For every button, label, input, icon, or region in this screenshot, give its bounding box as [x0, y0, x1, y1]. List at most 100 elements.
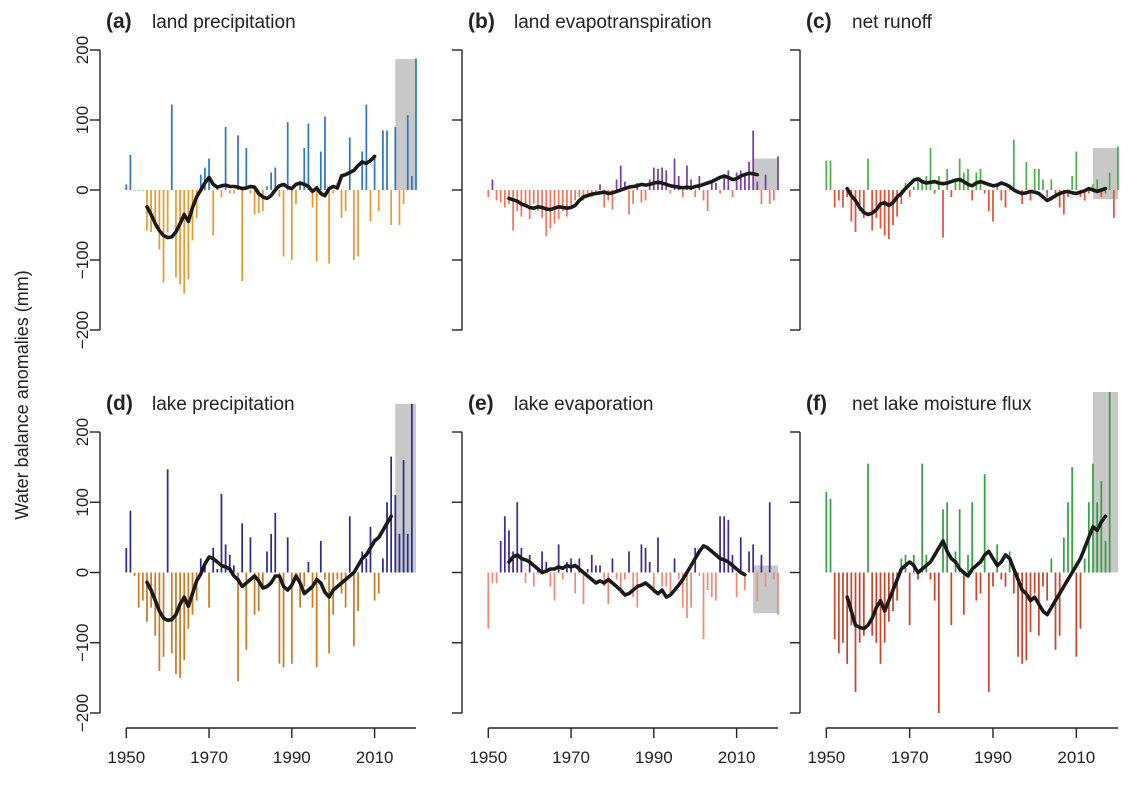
bar: [187, 190, 190, 280]
panel-letter: (b): [468, 10, 495, 33]
bar: [183, 572, 186, 661]
bar: [495, 572, 498, 584]
bar: [549, 572, 552, 587]
bar: [1054, 572, 1057, 650]
bar: [586, 568, 589, 573]
bar: [908, 572, 911, 626]
bar: [253, 572, 256, 615]
bar: [241, 523, 244, 573]
bar: [929, 572, 932, 580]
bar: [512, 190, 514, 231]
bar: [532, 572, 535, 587]
bar: [748, 162, 750, 190]
bar: [286, 122, 289, 190]
bar: [719, 190, 721, 194]
bar: [582, 572, 585, 605]
bar: [166, 469, 169, 573]
bar: [867, 463, 869, 573]
bar: [731, 190, 734, 197]
bar: [311, 190, 314, 208]
x-tick-label: 1970: [190, 748, 228, 767]
bar: [1071, 176, 1074, 190]
bar: [512, 551, 514, 573]
bar: [744, 572, 746, 591]
bar: [487, 572, 490, 629]
bar: [537, 190, 539, 211]
bar: [1100, 481, 1103, 573]
bar: [208, 572, 210, 608]
bar: [772, 572, 775, 580]
bar: [673, 558, 676, 573]
bar: [1096, 502, 1099, 573]
bar: [661, 572, 663, 587]
bar: [710, 183, 713, 190]
bar: [933, 572, 936, 601]
bar: [212, 190, 215, 236]
bar: [204, 167, 206, 190]
bar: [983, 474, 986, 573]
bar: [348, 516, 351, 573]
bar: [1062, 190, 1065, 215]
bar: [933, 190, 936, 194]
x-tick-label: 2010: [1057, 748, 1095, 767]
bar: [1025, 162, 1028, 190]
bar: [756, 181, 759, 190]
bar: [377, 572, 380, 594]
bar: [760, 554, 763, 573]
bar: [561, 572, 564, 580]
bar: [1096, 179, 1099, 190]
bar: [295, 190, 297, 204]
panel-letter: (c): [806, 10, 832, 33]
bar: [636, 572, 639, 608]
bar: [541, 190, 543, 218]
bar: [282, 572, 285, 668]
x-tick-label: 2010: [356, 748, 394, 767]
bar: [619, 165, 622, 190]
x-tick-label: 1990: [974, 748, 1012, 767]
bar: [833, 190, 836, 208]
bar: [686, 165, 688, 190]
bar: [398, 190, 401, 225]
bar: [524, 190, 527, 208]
bar: [962, 572, 965, 615]
bar: [987, 190, 990, 211]
bar: [599, 565, 601, 573]
bar: [652, 572, 655, 594]
panel-letter: (f): [806, 392, 827, 415]
bar: [1000, 572, 1003, 580]
bar: [623, 181, 626, 190]
bar: [373, 155, 376, 190]
bar: [846, 190, 849, 197]
bar: [661, 167, 663, 190]
y-tick-label: −200: [73, 694, 92, 732]
bar: [361, 151, 364, 190]
bar: [208, 158, 210, 190]
bar: [199, 174, 202, 190]
bar: [398, 533, 401, 573]
bar: [561, 190, 564, 211]
bar: [237, 135, 239, 190]
bar: [369, 190, 372, 222]
bar: [224, 544, 227, 573]
bar: [377, 190, 380, 211]
bar: [179, 572, 181, 678]
bar: [158, 572, 161, 671]
bar: [748, 551, 750, 573]
bar: [908, 190, 911, 197]
bar: [752, 544, 755, 573]
bar: [332, 190, 335, 194]
panel-title: net lake moisture flux: [852, 394, 1032, 415]
bar: [1012, 572, 1015, 594]
bar: [756, 572, 759, 601]
bar: [245, 572, 248, 650]
bar: [365, 558, 368, 573]
y-tick-label: 0: [73, 185, 92, 194]
bar: [233, 190, 235, 194]
bar: [228, 554, 231, 573]
smoothed-line: [507, 171, 760, 212]
bar: [191, 190, 194, 241]
bar: [1046, 572, 1049, 601]
bar: [657, 537, 659, 573]
bar: [1062, 537, 1065, 573]
bar: [344, 572, 347, 608]
